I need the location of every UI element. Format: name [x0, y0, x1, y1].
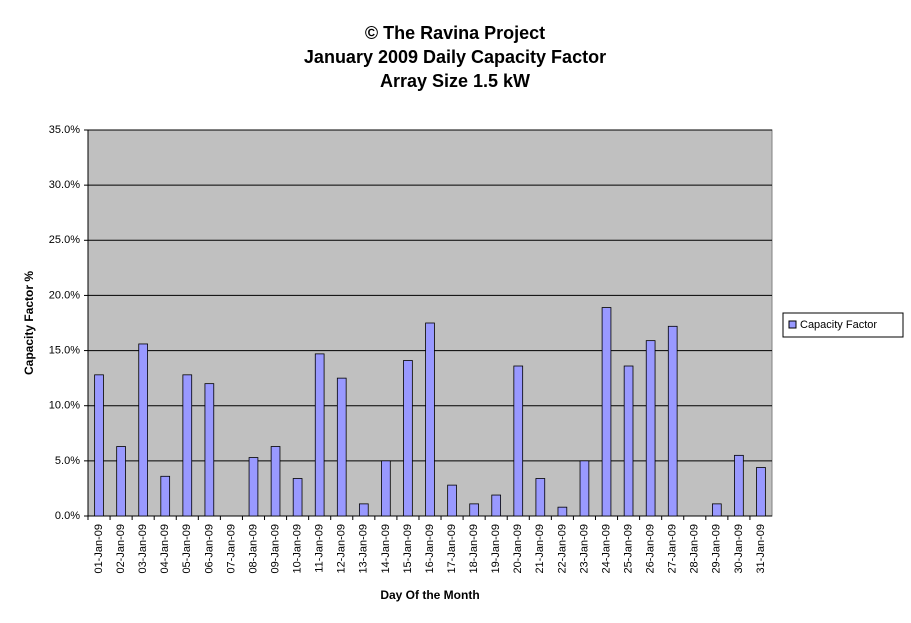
- bar: [491, 494, 502, 517]
- x-tick-label: 11-Jan-09: [314, 524, 326, 573]
- x-tick-label: 30-Jan-09: [733, 524, 745, 574]
- x-tick-label: 23-Jan-09: [578, 524, 590, 574]
- x-tick-label: 18-Jan-09: [468, 524, 480, 574]
- y-axis-title: Capacity Factor %: [22, 271, 36, 375]
- bar: [535, 478, 546, 517]
- bar: [667, 325, 678, 517]
- x-tick-label: 26-Jan-09: [645, 524, 657, 574]
- x-tick-label: 17-Jan-09: [446, 524, 458, 574]
- bar: [756, 467, 766, 517]
- bar: [94, 374, 104, 517]
- y-tick-label: 30.0%: [49, 179, 80, 191]
- bar: [425, 322, 435, 517]
- x-tick-label: 25-Jan-09: [622, 524, 634, 574]
- x-tick-label: 31-Jan-09: [755, 524, 767, 574]
- bar: [381, 460, 391, 517]
- x-tick-label: 02-Jan-09: [115, 524, 127, 574]
- bar: [160, 475, 171, 517]
- y-tick-label: 35.0%: [49, 124, 80, 136]
- x-tick-label: 07-Jan-09: [225, 524, 237, 574]
- x-tick-label: 13-Jan-09: [358, 524, 370, 574]
- bar: [138, 343, 148, 517]
- x-tick-label: 03-Jan-09: [137, 524, 149, 574]
- bar: [734, 454, 744, 517]
- y-tick-label: 15.0%: [49, 344, 80, 356]
- bar: [116, 446, 126, 517]
- legend-box: [782, 312, 904, 338]
- bar: [469, 503, 479, 517]
- chart-title: © The Ravina Project: [365, 23, 545, 43]
- x-tick-label: 04-Jan-09: [159, 524, 171, 574]
- x-tick-label: 24-Jan-09: [600, 524, 612, 574]
- x-tick-label: 01-Jan-09: [93, 524, 105, 574]
- y-tick-label: 25.0%: [49, 234, 80, 246]
- bar: [314, 353, 325, 517]
- x-tick-label: 15-Jan-09: [402, 524, 414, 574]
- y-tick-label: 20.0%: [49, 289, 80, 301]
- bar: [557, 506, 568, 517]
- x-tick-label: 20-Jan-09: [512, 524, 524, 574]
- bar: [403, 360, 413, 517]
- x-tick-label: 10-Jan-09: [292, 524, 304, 574]
- x-tick-label: 22-Jan-09: [556, 524, 568, 574]
- x-tick-label: 09-Jan-09: [269, 524, 281, 574]
- x-tick-label: 16-Jan-09: [424, 524, 436, 574]
- bar: [447, 484, 457, 517]
- bar: [204, 383, 215, 517]
- chart-title: Array Size 1.5 kW: [380, 71, 530, 91]
- x-tick-label: 28-Jan-09: [689, 524, 701, 574]
- bar: [292, 478, 303, 517]
- bar: [645, 340, 656, 517]
- bar: [270, 446, 281, 517]
- legend-swatch: [788, 320, 797, 329]
- bar: [336, 377, 347, 517]
- x-tick-label: 05-Jan-09: [181, 524, 193, 574]
- x-tick-label: 21-Jan-09: [534, 524, 546, 574]
- x-tick-label: 19-Jan-09: [490, 524, 502, 574]
- bar: [513, 365, 524, 517]
- y-tick-label: 5.0%: [55, 455, 80, 467]
- bar: [358, 503, 369, 517]
- bar: [601, 307, 612, 517]
- x-tick-label: 14-Jan-09: [380, 524, 392, 574]
- bar: [712, 503, 722, 517]
- bar: [248, 457, 259, 517]
- x-tick-label: 27-Jan-09: [667, 524, 679, 574]
- x-tick-label: 08-Jan-09: [247, 524, 259, 574]
- bar: [182, 374, 193, 517]
- y-tick-label: 10.0%: [49, 400, 80, 412]
- x-axis-title: Day Of the Month: [380, 588, 479, 602]
- x-tick-label: 29-Jan-09: [711, 524, 723, 574]
- bar: [623, 365, 634, 517]
- x-tick-label: 06-Jan-09: [203, 524, 215, 574]
- legend-label: Capacity Factor: [800, 319, 877, 331]
- y-tick-label: 0.0%: [55, 510, 80, 522]
- x-tick-label: 12-Jan-09: [336, 524, 348, 574]
- bar: [579, 460, 590, 517]
- chart-title: January 2009 Daily Capacity Factor: [304, 47, 606, 67]
